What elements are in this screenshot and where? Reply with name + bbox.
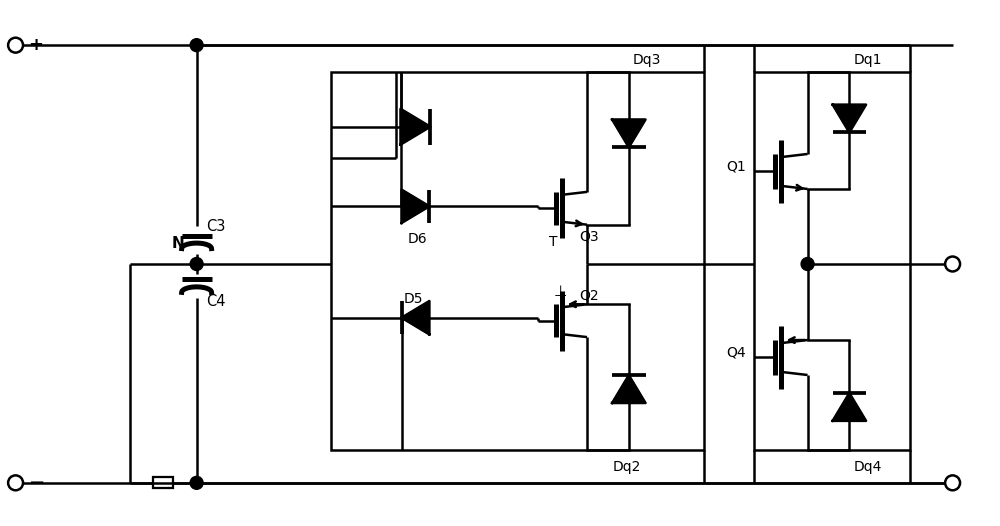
Text: ⊥: ⊥	[554, 285, 567, 299]
Circle shape	[190, 477, 203, 489]
Polygon shape	[612, 119, 646, 147]
Bar	[153, 478, 173, 488]
Circle shape	[8, 476, 23, 490]
Polygon shape	[402, 189, 429, 223]
Text: Dq2: Dq2	[613, 460, 641, 474]
Text: D6: D6	[408, 232, 427, 246]
Text: C3: C3	[207, 219, 226, 234]
Polygon shape	[401, 109, 430, 145]
Text: Q1: Q1	[726, 159, 746, 174]
Polygon shape	[833, 393, 866, 421]
Polygon shape	[612, 375, 646, 403]
Text: Dq3: Dq3	[633, 53, 661, 67]
Text: N: N	[172, 236, 185, 251]
Bar	[754, 72, 910, 450]
Circle shape	[190, 258, 203, 270]
Bar	[331, 72, 704, 450]
Circle shape	[945, 476, 960, 490]
Circle shape	[945, 257, 960, 271]
Circle shape	[801, 258, 814, 270]
Polygon shape	[833, 105, 866, 133]
Polygon shape	[402, 301, 429, 335]
Text: C4: C4	[207, 294, 226, 309]
Text: Q4: Q4	[726, 346, 746, 360]
Text: T: T	[549, 235, 557, 249]
Text: Q2: Q2	[580, 288, 599, 302]
Text: Q3: Q3	[580, 230, 599, 244]
Circle shape	[190, 39, 203, 52]
Text: +: +	[29, 36, 44, 54]
Circle shape	[8, 38, 23, 53]
Text: −: −	[29, 473, 45, 492]
Text: Dq1: Dq1	[853, 53, 882, 67]
Text: D5: D5	[404, 292, 423, 306]
Text: Dq4: Dq4	[853, 460, 882, 474]
